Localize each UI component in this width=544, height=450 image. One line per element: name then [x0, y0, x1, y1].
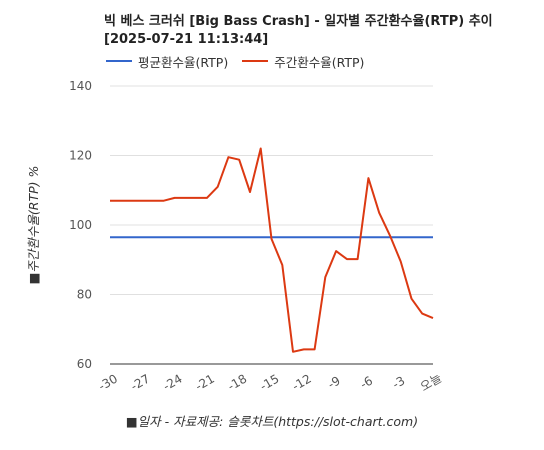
chart-title-line1: 빅 베스 크러쉬 [Big Bass Crash] - 일자별 주간환수율(RT… — [104, 14, 493, 29]
legend-item-weekly[interactable]: 주간환수율(RTP) — [242, 52, 364, 71]
legend-label-average: 평균환수율(RTP) — [138, 54, 229, 70]
x-tick-label: -27 — [128, 372, 152, 394]
x-tick-label: -6 — [358, 373, 375, 391]
x-tick-label: -30 — [96, 372, 120, 394]
x-axis-ticks: -30 -27 -24 -21 -18 -15 -12 -9 -6 -3 오늘 — [96, 371, 444, 394]
gridlines — [110, 85, 433, 365]
legend-label-weekly: 주간환수율(RTP) — [274, 54, 365, 70]
x-tick-label: -3 — [390, 373, 407, 391]
chart-title-line2: [2025-07-21 11:13:44] — [104, 32, 269, 47]
y-tick-label: 60 — [77, 357, 92, 371]
x-tick-label: -12 — [290, 372, 314, 394]
y-tick-label: 120 — [69, 149, 92, 163]
legend-item-average[interactable]: 평균환수율(RTP) — [106, 52, 228, 71]
y-tick-label: 140 — [69, 79, 92, 93]
legend-swatch-weekly — [242, 60, 269, 62]
x-tick-label: -18 — [225, 372, 249, 394]
series-line-weekly — [110, 147, 434, 353]
x-tick-label: -15 — [258, 372, 282, 394]
y-tick-label: 80 — [77, 288, 92, 302]
x-axis-title: ■일자 - 자료제공: 슬롯차트(https://slot-chart.com) — [126, 414, 418, 429]
chart-title: 빅 베스 크러쉬 [Big Bass Crash] - 일자별 주간환수율(RT… — [104, 13, 534, 49]
series-lines — [110, 147, 434, 353]
x-tick-label: -24 — [161, 372, 185, 394]
legend: 평균환수율(RTP) 주간환수율(RTP) — [106, 52, 378, 71]
x-tick-label: 오늘 — [418, 371, 444, 394]
y-axis-ticks: 60 80 100 120 140 — [69, 79, 92, 371]
legend-swatch-average — [106, 60, 132, 62]
y-tick-label: 100 — [69, 218, 92, 232]
x-tick-label: -21 — [193, 372, 217, 394]
x-tick-label: -9 — [325, 373, 342, 391]
y-axis-title: ■주간환수율(RTP) % — [26, 166, 41, 285]
